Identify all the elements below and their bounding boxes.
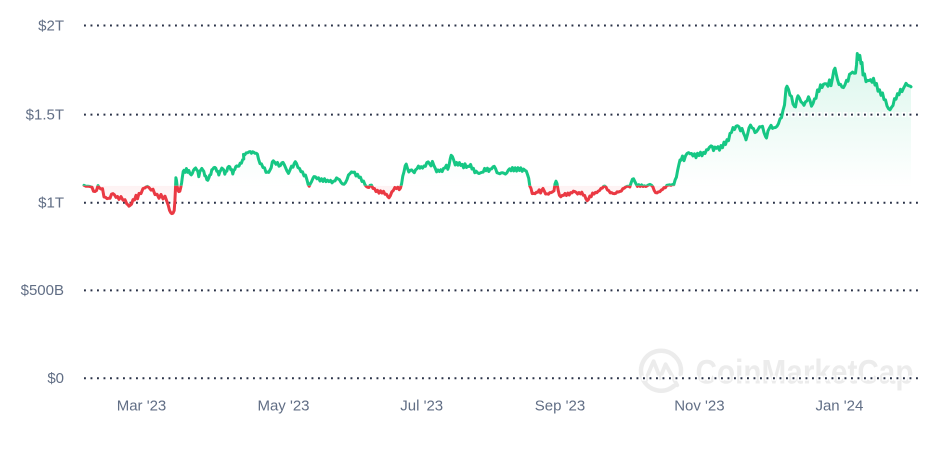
svg-text:CoinMarketCap: CoinMarketCap — [696, 354, 914, 392]
svg-text:$500B: $500B — [21, 282, 64, 299]
svg-text:$2T: $2T — [38, 17, 64, 34]
svg-text:Jan '24: Jan '24 — [815, 398, 863, 415]
svg-text:Mar '23: Mar '23 — [117, 398, 167, 415]
svg-text:$0: $0 — [47, 370, 64, 387]
svg-text:Jul '23: Jul '23 — [400, 398, 443, 415]
svg-text:Nov '23: Nov '23 — [674, 398, 724, 415]
svg-text:Sep '23: Sep '23 — [535, 398, 585, 415]
svg-text:$1T: $1T — [38, 195, 64, 212]
svg-text:May '23: May '23 — [257, 398, 309, 415]
svg-text:$1.5T: $1.5T — [26, 106, 64, 123]
